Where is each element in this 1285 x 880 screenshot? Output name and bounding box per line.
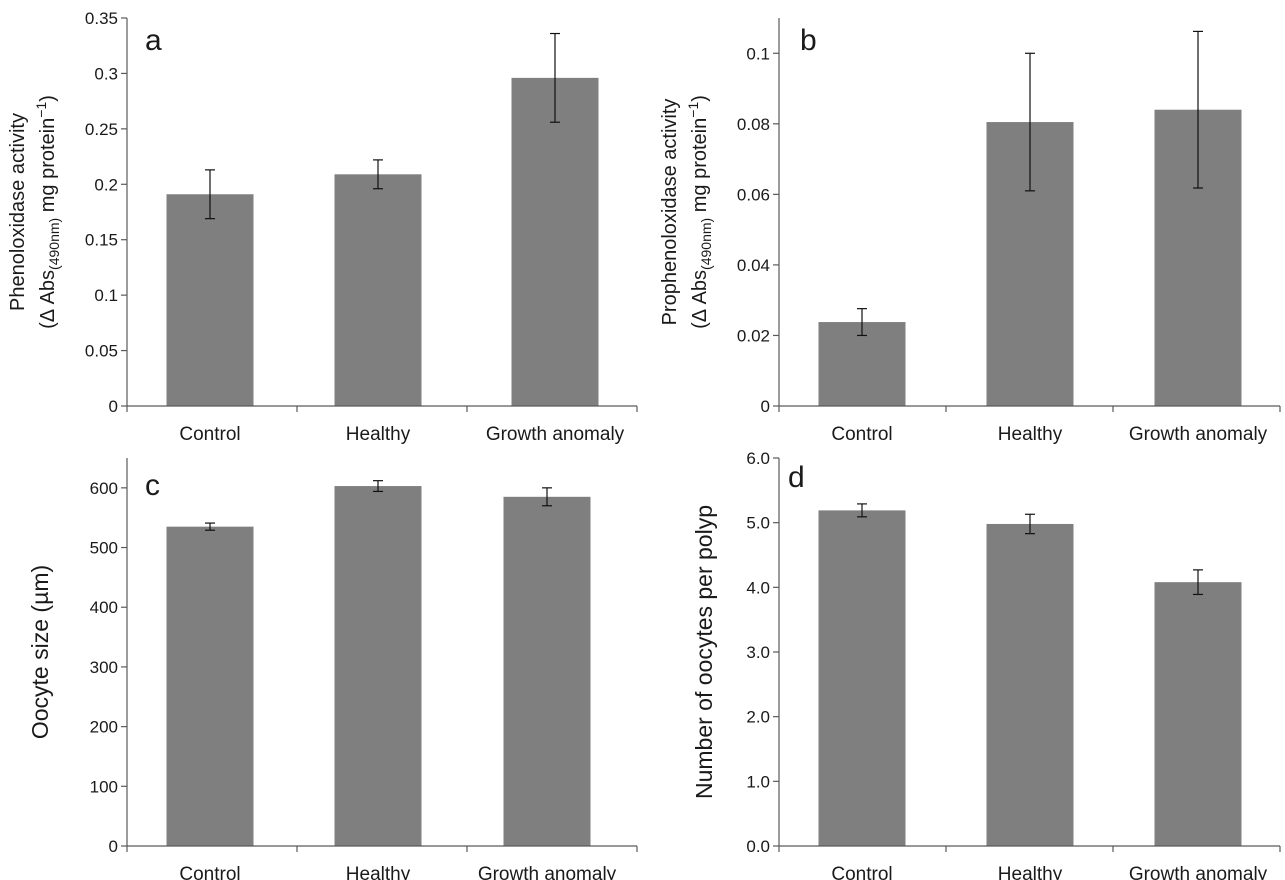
- y-tick-label: 0.25: [85, 120, 118, 139]
- bar-healthy: [334, 174, 422, 406]
- y-tick-label: 0.15: [85, 231, 118, 250]
- y-tick-label: 4.0: [746, 578, 770, 597]
- y-axis-label: Number of oocytes per polyp: [691, 505, 717, 799]
- y-tick-label: 0.1: [94, 286, 118, 305]
- y-tick-label: 5.0: [746, 514, 770, 533]
- y-tick-label: 300: [90, 658, 118, 677]
- error-bar-growth-anomaly: [1193, 569, 1203, 596]
- y-axis-label-line1: Phenoloxidase activity: [7, 113, 29, 311]
- x-tick-label: Growth anomaly: [1129, 864, 1268, 880]
- error-bar-growth-anomaly: [542, 487, 552, 507]
- y-tick-label: 2.0: [746, 708, 770, 727]
- bar-control: [166, 194, 254, 406]
- panel-a: 0 0.05 0.1 0.15 0.2 0.25 0.3 0.35 Control Healthy…: [7, 9, 638, 445]
- error-bar-growth-anomaly: [1193, 30, 1203, 189]
- y-axis-label-line2: (Δ Abs(490nm) mg protein−1): [33, 95, 62, 329]
- y-tick-label: 3.0: [746, 643, 770, 662]
- panel-letter: a: [145, 24, 162, 57]
- y-tick-label: 0.02: [737, 326, 770, 345]
- panel-letter: c: [145, 469, 160, 502]
- error-bar-healthy: [373, 159, 383, 190]
- panel-c: 0 100 200 300 400 500 600 Control Healthy Growth …: [27, 458, 638, 880]
- error-bar-healthy: [1025, 52, 1035, 192]
- error-bar-control: [205, 522, 215, 531]
- bar-healthy: [334, 486, 422, 846]
- x-tick-label: Control: [831, 424, 892, 445]
- bar-growth-anomaly: [503, 496, 591, 846]
- error-bar-healthy: [373, 480, 383, 493]
- y-axis-label: Oocyte size (µm): [27, 565, 53, 739]
- y-tick-label: 0.3: [94, 64, 118, 83]
- y-tick-label: 0.0: [746, 837, 770, 856]
- panel-b: 0 0.02 0.04 0.06 0.08 0.1 Control Healthy Growth…: [659, 18, 1281, 445]
- y-tick-label: 0: [109, 397, 118, 416]
- y-tick-label: 0.05: [85, 342, 118, 361]
- x-tick-label: Healthy: [998, 424, 1063, 445]
- x-tick-label: Control: [179, 864, 240, 880]
- bar-healthy: [986, 523, 1074, 846]
- y-axis-label-line2: (Δ Abs(490nm) mg protein−1): [685, 95, 714, 329]
- y-tick-label: 100: [90, 777, 118, 796]
- y-tick-label: 6.0: [746, 449, 770, 468]
- y-tick-label: 0: [761, 397, 770, 416]
- x-tick-label: Healthy: [346, 864, 411, 880]
- y-tick-label: 0.04: [737, 256, 770, 275]
- error-bar-control: [857, 308, 867, 337]
- y-tick-label: 400: [90, 598, 118, 617]
- y-tick-label: 0.2: [94, 175, 118, 194]
- y-tick-label: 0.06: [737, 185, 770, 204]
- x-tick-label: Control: [831, 864, 892, 880]
- bar-growth-anomaly: [511, 77, 599, 406]
- y-axis-label-line1: Prophenoloxidase activity: [659, 99, 681, 326]
- y-tick-label: 0.08: [737, 115, 770, 134]
- error-bar-control: [205, 169, 215, 220]
- x-tick-label: Growth anomaly: [1129, 424, 1268, 445]
- x-tick-label: Healthy: [998, 864, 1063, 880]
- error-bar-healthy: [1025, 513, 1035, 535]
- error-bar-control: [857, 503, 867, 518]
- y-tick-label: 600: [90, 479, 118, 498]
- panel-letter: b: [800, 24, 817, 57]
- x-tick-label: Growth anomaly: [486, 424, 625, 445]
- bar-control: [818, 510, 906, 846]
- y-tick-label: 500: [90, 539, 118, 558]
- y-tick-label: 0: [109, 837, 118, 856]
- panel-letter: d: [788, 461, 805, 494]
- y-tick-label: 0.35: [85, 9, 118, 28]
- bar-growth-anomaly: [1154, 582, 1242, 846]
- y-tick-label: 1.0: [746, 772, 770, 791]
- panel-d: 0.0 1.0 2.0 3.0 4.0 5.0 6.0 Control Healthy Growt…: [691, 449, 1281, 880]
- y-tick-label: 200: [90, 718, 118, 737]
- x-tick-label: Control: [179, 424, 240, 445]
- y-tick-label: 0.1: [746, 44, 770, 63]
- x-tick-label: Growth anomaly: [478, 864, 617, 880]
- bar-control: [166, 526, 254, 846]
- x-tick-label: Healthy: [346, 424, 411, 445]
- error-bar-growth-anomaly: [550, 32, 560, 123]
